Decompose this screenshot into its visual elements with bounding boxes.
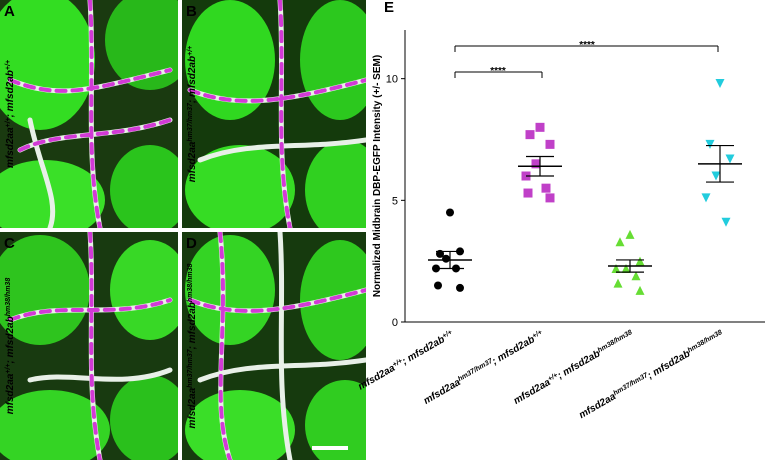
- label-part: mfsd2aa: [5, 127, 16, 168]
- data-point: [545, 193, 555, 203]
- significance-label: ****: [579, 40, 595, 51]
- superscript: +/+: [5, 60, 12, 70]
- data-point: [535, 122, 545, 132]
- superscript: hm37/hm37: [187, 348, 194, 388]
- y-tick-label: 0: [392, 317, 398, 329]
- data-point: [456, 283, 464, 292]
- superscript: +/+: [5, 364, 12, 374]
- panel-letter: D: [186, 235, 197, 252]
- data-point: [711, 171, 721, 181]
- superscript: hm37/hm37: [457, 357, 495, 383]
- error-bar: [616, 259, 644, 273]
- data-point: [531, 159, 541, 169]
- label-part: ; mfsd2ab: [556, 348, 602, 381]
- data-point: [705, 139, 715, 149]
- label-part: mfsd2aa: [422, 377, 463, 407]
- superscript: +/+: [391, 357, 403, 368]
- micrograph: [182, 0, 366, 228]
- label-part: mfsd2aa: [577, 391, 618, 421]
- superscript: +/+: [441, 329, 453, 340]
- superscript: hm38/hm38: [686, 329, 723, 354]
- genotype-label: mfsd2aahm37/hm37; mfsd2ab+/+: [187, 46, 199, 182]
- panel-letter: B: [186, 3, 197, 20]
- panel-letter: E: [384, 0, 394, 16]
- label-part: ; mfsd2ab: [400, 334, 446, 367]
- data-point: [523, 188, 533, 198]
- superscript: hm37/hm37: [187, 102, 194, 142]
- data-point: [442, 254, 450, 263]
- label-part: mfsd2aa: [5, 373, 16, 414]
- panel-letter: A: [4, 3, 15, 20]
- data-point: [446, 208, 454, 217]
- superscript: +/+: [5, 117, 12, 127]
- superscript: +/+: [547, 372, 559, 383]
- genotype-label: mfsd2aa+/+; mfsd2ab+/+: [5, 60, 17, 168]
- data-point: [434, 281, 442, 290]
- genotype-label: mfsd2aahm37/hm37; mfsd2abhm38/hm38: [187, 263, 199, 428]
- label-part: mfsd2aa: [187, 141, 198, 182]
- micrograph: [0, 232, 178, 460]
- y-tick-label: 10: [386, 74, 398, 86]
- superscript: hm38/hm38: [5, 278, 12, 317]
- panel-letter: C: [4, 235, 15, 252]
- superscript: +/+: [187, 46, 194, 56]
- superscript: +/+: [531, 329, 543, 340]
- data-point: [615, 237, 625, 247]
- data-point: [715, 79, 725, 89]
- label-part: ; mfsd2ab: [187, 302, 198, 349]
- error-bar: [526, 155, 554, 177]
- data-point: [701, 193, 711, 203]
- y-axis-label: Normalized Midbrain DBP-EGFP Intensity (…: [372, 55, 383, 297]
- data-point: [635, 256, 645, 266]
- superscript: hm37/hm37: [612, 371, 650, 397]
- label-part: mfsd2aa: [187, 387, 198, 428]
- data-point: [721, 217, 731, 227]
- data-point: [631, 271, 641, 281]
- label-part: mfsd2aa: [512, 377, 553, 407]
- y-tick-label: 5: [392, 195, 398, 207]
- data-point: [625, 229, 635, 239]
- data-point: [545, 139, 555, 149]
- genotype-label: mfsd2aa+/+; mfsd2abhm38/hm38: [5, 278, 17, 415]
- data-point: [613, 278, 623, 288]
- data-point: [541, 183, 551, 193]
- label-part: ; mfsd2ab: [5, 316, 16, 363]
- data-point: [635, 285, 645, 295]
- label-part: ; mfsd2ab: [646, 348, 692, 381]
- x-tick-label: mfsd2aa+/+; mfsd2ab+/+: [356, 329, 455, 393]
- label-part: ; mfsd2ab: [5, 70, 16, 117]
- data-point: [611, 263, 621, 273]
- data-point: [525, 130, 535, 140]
- superscript: hm38/hm38: [596, 329, 633, 354]
- label-part: ; mfsd2ab: [490, 334, 536, 367]
- chart: **** **** E Normalized Midbrain DBP-EGFP…: [356, 0, 765, 421]
- data-point: [725, 154, 735, 164]
- label-part: ; mfsd2ab: [187, 56, 198, 103]
- error-bar: [706, 144, 734, 183]
- x-tick-label: mfsd2aahm37/hm37; mfsd2abhm38/hm38: [577, 329, 726, 421]
- data-point: [621, 263, 631, 273]
- micrograph: [0, 0, 178, 228]
- error-bar: [436, 250, 464, 270]
- scale-bar: [312, 446, 348, 450]
- significance-label: ****: [490, 66, 506, 77]
- superscript: hm38/hm38: [187, 263, 194, 302]
- micrograph: [182, 232, 366, 460]
